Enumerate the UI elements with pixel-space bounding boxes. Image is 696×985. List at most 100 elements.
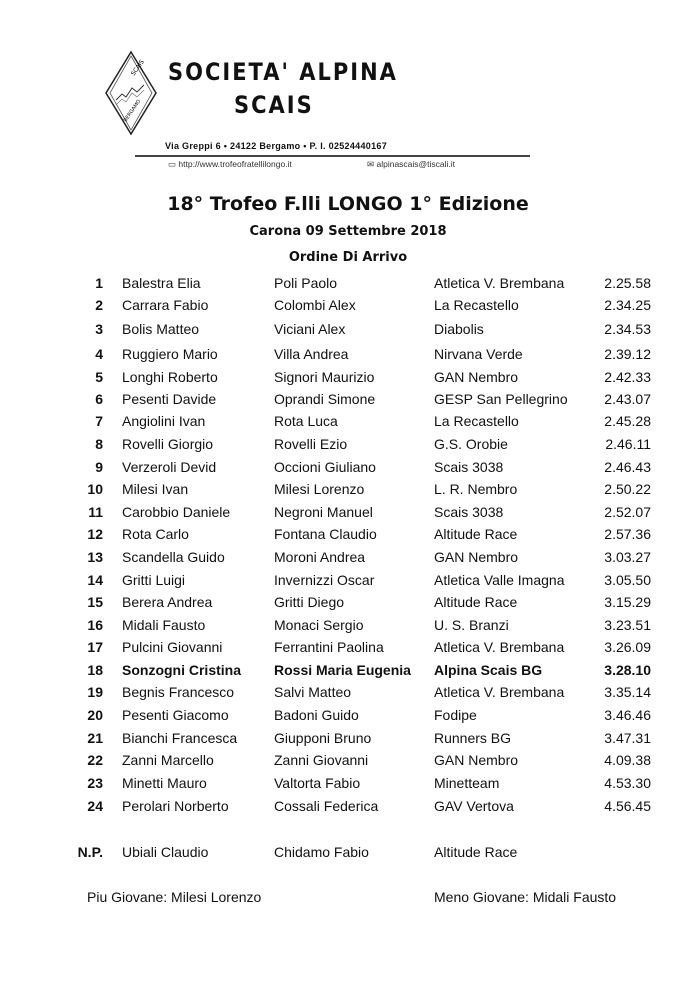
team: Nirvana Verde — [434, 346, 523, 362]
finish-time: 3.28.10 — [604, 662, 651, 678]
team: Scais 3038 — [434, 504, 504, 520]
finish-time: 4.09.38 — [604, 752, 651, 768]
website-link[interactable]: http://www.trofeofratellilongo.it — [178, 159, 292, 169]
rank: 16 — [87, 617, 103, 633]
finish-time: 2.57.36 — [604, 526, 651, 542]
athlete-1: Minetti Mauro — [122, 775, 207, 791]
website-line: ▭ http://www.trofeofratellilongo.it — [168, 159, 292, 170]
table-row: 8 Rovelli Giorgio Rovelli Ezio G.S. Orobie 2… — [0, 436, 696, 456]
org-name-line2: SCAIS — [234, 91, 314, 119]
athlete-2: Badoni Guido — [274, 707, 359, 723]
page-title: 18° Trofeo F.lli LONGO 1° Edizione — [167, 193, 529, 215]
athlete-1: Scandella Guido — [122, 549, 225, 565]
table-row: 13 Scandella Guido Moroni Andrea GAN Nembro… — [0, 549, 696, 569]
team: Atletica V. Brembana — [434, 684, 565, 700]
athlete-1: Ruggiero Mario — [122, 346, 218, 362]
athlete-1: Milesi Ivan — [122, 481, 189, 497]
athlete-1: Midali Fausto — [122, 617, 206, 633]
athlete-1: Sonzogni Cristina — [122, 662, 241, 678]
athlete-1: Balestra Elia — [122, 275, 201, 291]
athlete-1: Perolari Norberto — [122, 798, 229, 814]
team: Atletica Valle Imagna — [434, 572, 565, 588]
team: GAN Nembro — [434, 369, 519, 385]
computer-icon: ▭ — [168, 159, 177, 169]
team: Atletica V. Brembana — [434, 639, 565, 655]
athlete-1: Angiolini Ivan — [122, 413, 206, 429]
athlete-2: Oprandi Simone — [274, 391, 376, 407]
team: L. R. Nembro — [434, 481, 518, 497]
finish-time: 2.25.58 — [604, 275, 651, 291]
rank: 24 — [87, 798, 103, 814]
finish-time: 4.53.30 — [604, 775, 651, 791]
athlete-1: Pesenti Davide — [122, 391, 217, 407]
table-row: 11 Carobbio Daniele Negroni Manuel Scais 30… — [0, 504, 696, 524]
athlete-2: Cossali Federica — [274, 798, 379, 814]
team: GAV Vertova — [434, 798, 514, 814]
finish-time: 2.34.25 — [604, 297, 651, 313]
rank: 5 — [95, 369, 103, 385]
table-row: 16 Midali Fausto Monaci Sergio U. S. Branzi… — [0, 617, 696, 637]
team: Altitude Race — [434, 594, 518, 610]
table-row: 5 Longhi Roberto Signori Maurizio GAN Nembr… — [0, 369, 696, 389]
envelope-icon: ✉ — [367, 159, 375, 169]
rank: 20 — [87, 707, 103, 723]
finish-time: 2.52.07 — [604, 504, 651, 520]
rank: 6 — [95, 391, 103, 407]
finish-time: 2.34.53 — [604, 321, 651, 337]
team: Runners BG — [434, 730, 512, 746]
rank: 17 — [87, 639, 103, 655]
athlete-1: Berera Andrea — [122, 594, 213, 610]
athlete-2: Invernizzi Oscar — [274, 572, 375, 588]
athlete-2: Fontana Claudio — [274, 526, 377, 542]
table-row: 14 Gritti Luigi Invernizzi Oscar Atletica V… — [0, 572, 696, 592]
athlete-2: Milesi Lorenzo — [274, 481, 365, 497]
rank: 15 — [87, 594, 103, 610]
rank: 7 — [95, 413, 103, 429]
athlete-1: Carobbio Daniele — [122, 504, 231, 520]
finish-time: 4.56.45 — [604, 798, 651, 814]
athlete-1: Bianchi Francesca — [122, 730, 238, 746]
finish-time: 3.46.46 — [604, 707, 651, 723]
athlete-2: Rovelli Ezio — [274, 436, 348, 452]
finish-time: 3.05.50 — [604, 572, 651, 588]
finish-time: 3.15.29 — [604, 594, 651, 610]
team: GAN Nembro — [434, 549, 519, 565]
athlete-1: Rota Carlo — [122, 526, 189, 542]
table-row: 2 Carrara Fabio Colombi Alex La Recastello 2… — [0, 297, 696, 317]
athlete-1: Verzeroli Devid — [122, 459, 217, 475]
athlete-1: Rovelli Giorgio — [122, 436, 214, 452]
finish-time: 3.35.14 — [604, 684, 651, 700]
team: Minetteam — [434, 775, 500, 791]
athlete-2: Salvi Matteo — [274, 684, 352, 700]
team: Atletica V. Brembana — [434, 275, 565, 291]
table-row: 19 Begnis Francesco Salvi Matteo Atletica V… — [0, 684, 696, 704]
finish-time: 3.23.51 — [604, 617, 651, 633]
athlete-2: Ferrantini Paolina — [274, 639, 384, 655]
athlete-2: Giupponi Bruno — [274, 730, 372, 746]
oldest-note: Meno Giovane: Midali Fausto — [434, 889, 617, 905]
rank: 4 — [95, 346, 103, 362]
athlete-2: Monaci Sergio — [274, 617, 364, 633]
table-row: 15 Berera Andrea Gritti Diego Altitude Race… — [0, 594, 696, 614]
team: GESP San Pellegrino — [434, 391, 568, 407]
email-link[interactable]: alpinascais@tiscali.it — [376, 159, 456, 169]
table-row: 1 Balestra Elia Poli Paolo Atletica V. Brem… — [0, 275, 696, 295]
finish-time: 2.45.28 — [604, 413, 651, 429]
rank: 11 — [88, 504, 103, 520]
org-name-line1: SOCIETA' ALPINA — [168, 58, 398, 86]
athlete-1: Ubiali Claudio — [122, 844, 209, 860]
rank: 10 — [87, 481, 103, 497]
email-line: ✉ alpinascais@tiscali.it — [367, 159, 455, 170]
athlete-2: Gritti Diego — [274, 594, 345, 610]
table-row: 10 Milesi Ivan Milesi Lorenzo L. R. Nembro 2… — [0, 481, 696, 501]
rank: 3 — [95, 321, 103, 337]
athlete-2: Chidamo Fabio — [274, 844, 369, 860]
team: Scais 3038 — [434, 459, 504, 475]
athlete-2: Negroni Manuel — [274, 504, 373, 520]
rank: 9 — [95, 459, 103, 475]
team: La Recastello — [434, 297, 519, 313]
rank: 12 — [87, 526, 103, 542]
rank: 19 — [87, 684, 103, 700]
athlete-2: Occioni Giuliano — [274, 459, 376, 475]
table-row: 22 Zanni Marcello Zanni Giovanni GAN Nembro… — [0, 752, 696, 772]
